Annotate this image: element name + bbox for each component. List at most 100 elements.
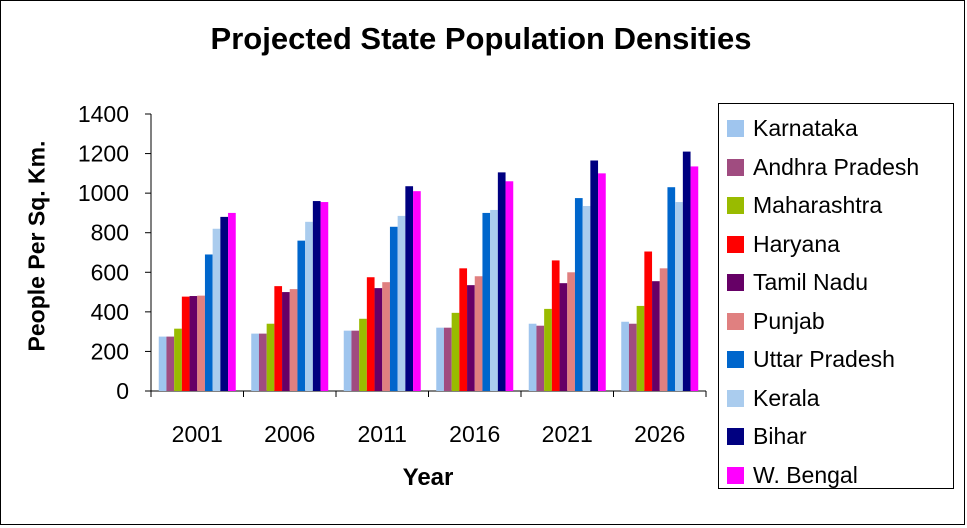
bar bbox=[258, 333, 267, 391]
bar bbox=[567, 272, 575, 391]
bar bbox=[366, 277, 375, 391]
legend-swatch bbox=[727, 197, 744, 214]
bar bbox=[359, 318, 367, 391]
bar bbox=[690, 166, 699, 391]
legend-swatch bbox=[727, 466, 744, 484]
bar bbox=[158, 336, 167, 391]
bar bbox=[320, 202, 329, 391]
bar bbox=[228, 212, 236, 391]
y-tick-label: 600 bbox=[91, 259, 129, 285]
bar bbox=[590, 160, 599, 391]
x-tick-label: 2011 bbox=[358, 421, 407, 447]
bar bbox=[351, 330, 360, 391]
bar bbox=[490, 209, 498, 391]
legend-label: Uttar Pradesh bbox=[753, 346, 895, 372]
x-tick-label: 2016 bbox=[449, 421, 500, 447]
legend-item: Punjab bbox=[719, 301, 953, 339]
bar bbox=[166, 336, 175, 391]
bar bbox=[675, 202, 683, 391]
bar bbox=[305, 221, 313, 391]
bar bbox=[598, 173, 606, 391]
legend-item: Uttar Pradesh bbox=[719, 339, 953, 377]
y-tick-label: 200 bbox=[91, 338, 129, 364]
legend-label: Karnataka bbox=[753, 115, 858, 141]
legend: Karnataka Andhra Pradesh Maharashtra Haryan… bbox=[718, 103, 954, 489]
bar bbox=[312, 201, 321, 391]
bar bbox=[621, 321, 629, 391]
bar bbox=[459, 268, 468, 391]
bar bbox=[497, 172, 506, 391]
bar bbox=[174, 328, 182, 391]
bar bbox=[266, 323, 275, 391]
bar bbox=[536, 325, 545, 391]
bar bbox=[467, 285, 475, 391]
legend-item: Maharashtra bbox=[719, 185, 953, 223]
bar bbox=[474, 276, 483, 391]
legend-swatch bbox=[727, 312, 744, 330]
bar bbox=[374, 288, 383, 391]
legend-swatch bbox=[727, 235, 744, 253]
bar bbox=[289, 289, 298, 391]
bar bbox=[197, 295, 205, 391]
bar bbox=[212, 228, 221, 391]
bar bbox=[220, 216, 229, 391]
bar bbox=[505, 181, 514, 391]
legend-swatch bbox=[727, 120, 744, 137]
bar bbox=[652, 281, 660, 391]
bar bbox=[559, 283, 568, 391]
legend-item: W. Bengal bbox=[719, 455, 953, 493]
bar bbox=[405, 186, 414, 391]
x-tick-label: 2021 bbox=[542, 421, 593, 447]
legend-swatch bbox=[727, 428, 744, 445]
bar bbox=[451, 312, 460, 391]
y-tick-label: 1400 bbox=[78, 101, 129, 127]
y-tick-label: 1200 bbox=[78, 141, 129, 167]
bar bbox=[274, 286, 283, 391]
legend-label: Maharashtra bbox=[753, 192, 883, 218]
bar bbox=[343, 330, 352, 391]
legend-item: Bihar bbox=[719, 416, 953, 454]
bar bbox=[282, 292, 290, 391]
x-tick-label: 2001 bbox=[172, 421, 223, 447]
legend-label: Punjab bbox=[753, 307, 825, 334]
legend-label: Kerala bbox=[753, 384, 820, 411]
bar bbox=[659, 268, 668, 391]
legend-label: Haryana bbox=[753, 230, 840, 257]
legend-swatch bbox=[727, 351, 744, 368]
y-tick-label: 400 bbox=[91, 299, 129, 325]
bar bbox=[482, 212, 491, 391]
legend-swatch bbox=[727, 274, 744, 291]
chart-title: Projected State Population Densities bbox=[210, 21, 752, 56]
legend-item: Haryana bbox=[719, 224, 953, 262]
bar bbox=[297, 240, 306, 391]
bar bbox=[382, 282, 390, 391]
bar bbox=[574, 198, 583, 391]
legend-item: Kerala bbox=[719, 378, 953, 416]
bar bbox=[397, 215, 406, 391]
bar bbox=[644, 251, 653, 391]
bar bbox=[528, 323, 537, 391]
bar bbox=[389, 226, 398, 391]
y-tick-label: 800 bbox=[91, 220, 129, 246]
legend-label: Bihar bbox=[753, 423, 807, 449]
x-axis-label: Year bbox=[402, 464, 454, 491]
x-tick-label: 2006 bbox=[264, 421, 315, 447]
legend-label: Tamil Nadu bbox=[753, 269, 869, 295]
legend-label: W. Bengal bbox=[753, 461, 858, 488]
bar bbox=[181, 296, 190, 391]
bar bbox=[189, 296, 198, 391]
bar bbox=[443, 327, 452, 391]
legend-item: Karnataka bbox=[719, 108, 953, 146]
y-tick-label: 0 bbox=[116, 378, 129, 404]
bar bbox=[436, 327, 444, 391]
y-tick-label: 1000 bbox=[78, 180, 129, 206]
bar bbox=[682, 151, 691, 391]
bar bbox=[544, 308, 552, 391]
legend-item: Tamil Nadu bbox=[719, 262, 953, 300]
x-tick-label: 2026 bbox=[634, 421, 685, 447]
bar bbox=[628, 323, 637, 391]
bar bbox=[582, 206, 591, 391]
bar bbox=[204, 254, 213, 391]
